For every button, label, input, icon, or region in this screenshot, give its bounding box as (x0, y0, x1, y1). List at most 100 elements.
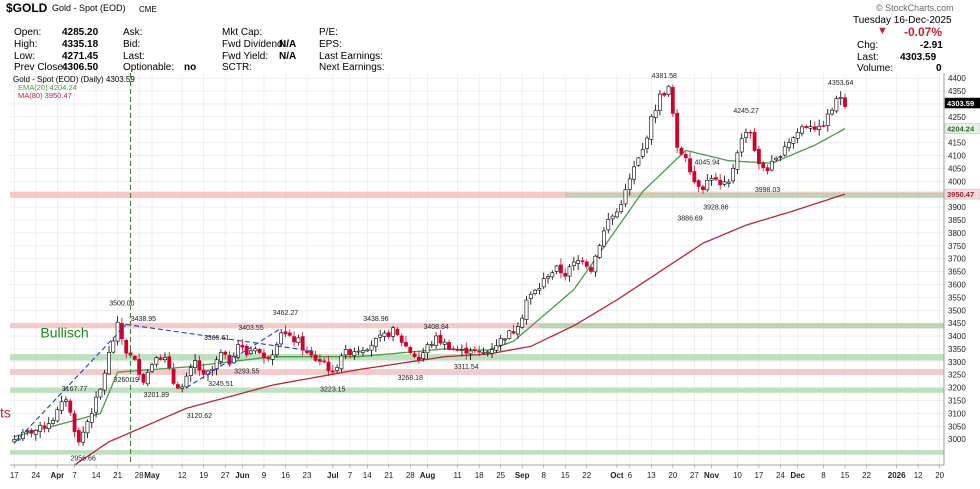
candle-body (145, 371, 150, 385)
candle-body (201, 369, 206, 375)
y-tick-label: 3350 (948, 345, 966, 354)
x-tick-label: 10 (733, 471, 742, 480)
candle-body (559, 264, 563, 274)
legend-ema: EMA(20) 4204.24 (18, 83, 77, 92)
candle-body (137, 359, 142, 375)
price-annotation: 2956.66 (71, 455, 96, 462)
prev-close-label: Prev Close: (14, 62, 66, 73)
date: Tuesday 16-Dec-2025 (853, 15, 952, 26)
candle-body (249, 350, 253, 354)
candle-body (51, 420, 55, 424)
x-tick-label: 24 (31, 471, 40, 480)
candle-body (800, 126, 804, 134)
candle-body (619, 204, 624, 212)
x-tick-label: 28 (406, 471, 415, 480)
candle-body (279, 332, 284, 345)
candle-body (718, 179, 723, 186)
candle-body (85, 421, 90, 434)
candle-body (373, 338, 378, 347)
candle-body (722, 181, 727, 185)
candle-body (322, 360, 327, 363)
candle-body (38, 425, 43, 432)
legend: Gold - Spot (EOD) (Daily) 4303.59 EMA(20… (13, 75, 135, 100)
x-tick-label: 16 (281, 471, 290, 480)
candle-body (640, 149, 645, 157)
candle-body (81, 431, 86, 443)
x-tick-label: Jun (235, 471, 249, 480)
price-annotation: 3223.15 (320, 387, 345, 394)
price-annotation: 3365.61 (204, 335, 229, 342)
candle-body (33, 429, 38, 435)
price-annotation: 3245.51 (208, 381, 233, 388)
candle-body (193, 360, 197, 368)
chg-value: -2.91 (920, 40, 943, 51)
x-tick-label: 17 (10, 471, 19, 480)
candle-body (597, 245, 602, 258)
x-tick-label: Apr (50, 471, 64, 480)
prev-close-value: 4306.50 (62, 62, 99, 73)
axis-value-tag-text: 4204.24 (947, 125, 975, 134)
price-annotation: 3120.62 (187, 413, 212, 420)
candle-body (335, 367, 340, 371)
open-value: 4285.20 (62, 27, 99, 38)
candle-body (817, 125, 822, 130)
candle-body (356, 350, 361, 353)
candle-body (98, 388, 103, 398)
candle-body (378, 334, 383, 338)
candle-body (472, 349, 477, 352)
low-value: 4271.45 (62, 51, 99, 62)
candle-body (834, 98, 839, 112)
trendline (186, 327, 282, 389)
candle-body (253, 348, 258, 352)
candle-body (821, 125, 826, 127)
y-tick-label: 4050 (948, 164, 966, 173)
candle-body (795, 132, 800, 139)
low-label: Low: (14, 51, 36, 62)
candle-body (158, 357, 163, 360)
candle-body (210, 368, 215, 371)
mktcap-label: Mkt Cap: (222, 27, 263, 38)
candle-body (464, 347, 469, 354)
candle-body (567, 266, 572, 277)
x-tick-label: Dec (790, 471, 805, 480)
candle-body (141, 374, 146, 383)
chart-text-label: Bullisch (40, 324, 88, 340)
candle-body (266, 357, 271, 360)
candle-body (300, 336, 305, 351)
y-tick-label: 4100 (948, 152, 966, 161)
x-tick-label: 6 (628, 471, 633, 480)
candle-body (666, 85, 671, 96)
candle-body (528, 293, 533, 299)
candle-body (339, 355, 344, 370)
candle-body (124, 340, 129, 354)
y-tick-label: 3400 (948, 332, 966, 341)
candle-body (477, 350, 482, 353)
candle-body (163, 357, 167, 360)
candle-body (774, 157, 779, 161)
zone-band (10, 450, 944, 455)
candle-body (735, 152, 740, 170)
candle-body (589, 267, 593, 272)
candle-body (481, 351, 486, 354)
y-tick-label: 3000 (948, 435, 966, 444)
candle-body (812, 126, 817, 130)
price-annotation: 3403.55 (238, 325, 263, 332)
x-tick-label: 27 (690, 471, 699, 480)
y-tick-label: 3100 (948, 409, 966, 418)
candle-body (421, 352, 426, 359)
y-tick-label: 3250 (948, 371, 966, 380)
candle-body (726, 181, 731, 184)
x-tick-label: 12 (914, 471, 923, 480)
x-tick-label: 18 (475, 471, 484, 480)
candle-body (29, 429, 34, 434)
candle-body (455, 349, 460, 351)
candle-body (515, 326, 520, 335)
candle-body (244, 345, 249, 356)
candle-body (330, 370, 335, 373)
ask-label: Ask: (123, 27, 143, 38)
candle-body (787, 142, 791, 148)
candle-body (808, 126, 813, 129)
chart-text-label: ts (0, 404, 11, 420)
candle-body (683, 154, 688, 159)
candlesticks (12, 84, 847, 446)
